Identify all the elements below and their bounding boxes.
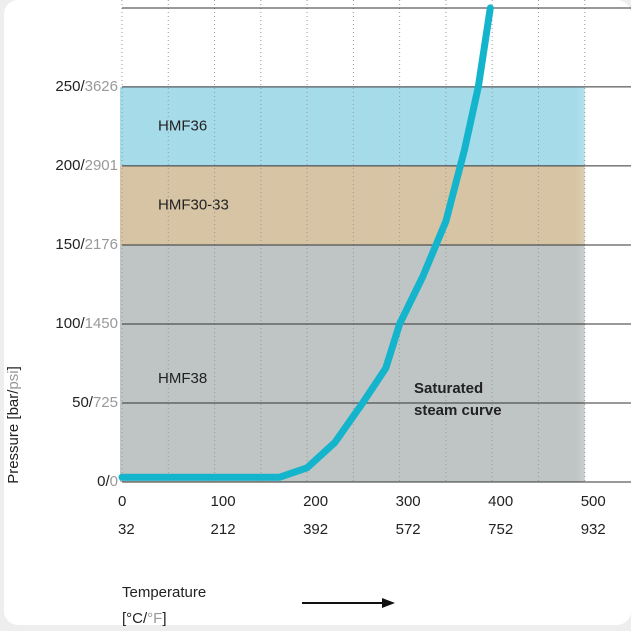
y-axis-label: Pressure [bar/psi] <box>5 366 22 484</box>
y-tick-part: 100 <box>55 315 80 332</box>
steam-curve <box>118 4 494 481</box>
x-tick-label: 0 <box>118 493 126 510</box>
x-axis-label-part: °F <box>147 610 162 627</box>
y-tick-part: 200 <box>55 157 80 174</box>
y-tick-part: / <box>80 78 85 95</box>
x-tick-label: 300 <box>396 493 421 510</box>
annotation: Saturated <box>414 380 483 397</box>
band-label: HMF38 <box>158 370 207 387</box>
y-tick-label: 200/2901 <box>55 157 118 174</box>
x-axis-label-units: [°C/°F] <box>122 610 167 627</box>
y-tick-label: 50/725 <box>72 394 118 411</box>
y-tick-part: 250 <box>55 78 80 95</box>
y-tick-part: 50 <box>72 394 89 411</box>
y-tick-label: 0/0 <box>97 473 118 490</box>
x-axis-label-part: [°C/ <box>122 610 148 627</box>
x-tick-label-fahrenheit: 752 <box>488 521 513 538</box>
band-fade <box>574 244 615 482</box>
x-tick-label-fahrenheit: 32 <box>118 521 135 538</box>
y-tick-part: 2901 <box>85 157 118 174</box>
y-tick-part: 0 <box>110 473 118 490</box>
x-tick-label: 500 <box>581 493 606 510</box>
y-axis-label-part: psi <box>5 370 22 389</box>
y-tick-part: / <box>80 157 85 174</box>
x-tick-label-fahrenheit: 392 <box>303 521 328 538</box>
x-tick-label: 200 <box>303 493 328 510</box>
y-tick-part: 3626 <box>85 78 118 95</box>
band-fade <box>574 86 615 166</box>
x-axis-label-part: ] <box>162 610 166 627</box>
y-tick-part: 1450 <box>85 315 118 332</box>
band <box>120 244 585 482</box>
x-tick-label-fahrenheit: 212 <box>211 521 236 538</box>
y-tick-part: 0 <box>97 473 105 490</box>
x-tick-label: 100 <box>211 493 236 510</box>
y-tick-label: 150/2176 <box>55 236 118 253</box>
y-tick-label: 250/3626 <box>55 78 118 95</box>
y-tick-part: / <box>89 394 94 411</box>
y-tick-part: 2176 <box>85 236 118 253</box>
y-tick-part: / <box>80 236 85 253</box>
y-tick-part: / <box>80 315 85 332</box>
y-axis-label-part: ] <box>5 366 22 370</box>
band-fade <box>574 165 615 245</box>
y-tick-part: 725 <box>93 394 118 411</box>
x-tick-label-fahrenheit: 572 <box>396 521 421 538</box>
band-label: HMF30-33 <box>158 196 229 213</box>
y-tick-part: / <box>105 473 110 490</box>
y-tick-part: 150 <box>55 236 80 253</box>
x-axis-label: Temperature <box>122 584 206 601</box>
x-tick-label: 400 <box>488 493 513 510</box>
annotation: steam curve <box>414 402 502 419</box>
band <box>120 86 585 166</box>
y-axis-label-part: Pressure [bar/ <box>5 389 22 484</box>
y-tick-label: 100/1450 <box>55 315 118 332</box>
arrow-head <box>382 598 395 608</box>
x-tick-label-fahrenheit: 932 <box>581 521 606 538</box>
band-label: HMF36 <box>158 117 207 134</box>
band <box>120 165 585 245</box>
